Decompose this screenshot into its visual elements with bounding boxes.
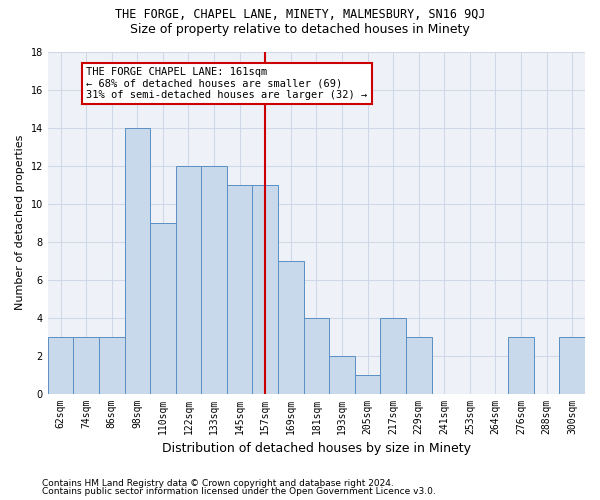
Bar [201, 166, 227, 394]
Bar [380, 318, 406, 394]
Bar [355, 374, 380, 394]
Text: THE FORGE, CHAPEL LANE, MINETY, MALMESBURY, SN16 9QJ: THE FORGE, CHAPEL LANE, MINETY, MALMESBU… [115, 8, 485, 20]
Bar [99, 336, 125, 394]
Text: Contains HM Land Registry data © Crown copyright and database right 2024.: Contains HM Land Registry data © Crown c… [42, 478, 394, 488]
Text: Size of property relative to detached houses in Minety: Size of property relative to detached ho… [130, 22, 470, 36]
Bar [508, 336, 534, 394]
Bar [559, 336, 585, 394]
Bar [304, 318, 329, 394]
Bar [406, 336, 431, 394]
Bar [125, 128, 150, 394]
X-axis label: Distribution of detached houses by size in Minety: Distribution of detached houses by size … [162, 442, 471, 455]
Bar [227, 184, 253, 394]
Bar [48, 336, 73, 394]
Bar [253, 184, 278, 394]
Bar [73, 336, 99, 394]
Y-axis label: Number of detached properties: Number of detached properties [15, 135, 25, 310]
Bar [150, 222, 176, 394]
Bar [176, 166, 201, 394]
Bar [329, 356, 355, 394]
Bar [278, 260, 304, 394]
Text: THE FORGE CHAPEL LANE: 161sqm
← 68% of detached houses are smaller (69)
31% of s: THE FORGE CHAPEL LANE: 161sqm ← 68% of d… [86, 66, 367, 100]
Text: Contains public sector information licensed under the Open Government Licence v3: Contains public sector information licen… [42, 487, 436, 496]
